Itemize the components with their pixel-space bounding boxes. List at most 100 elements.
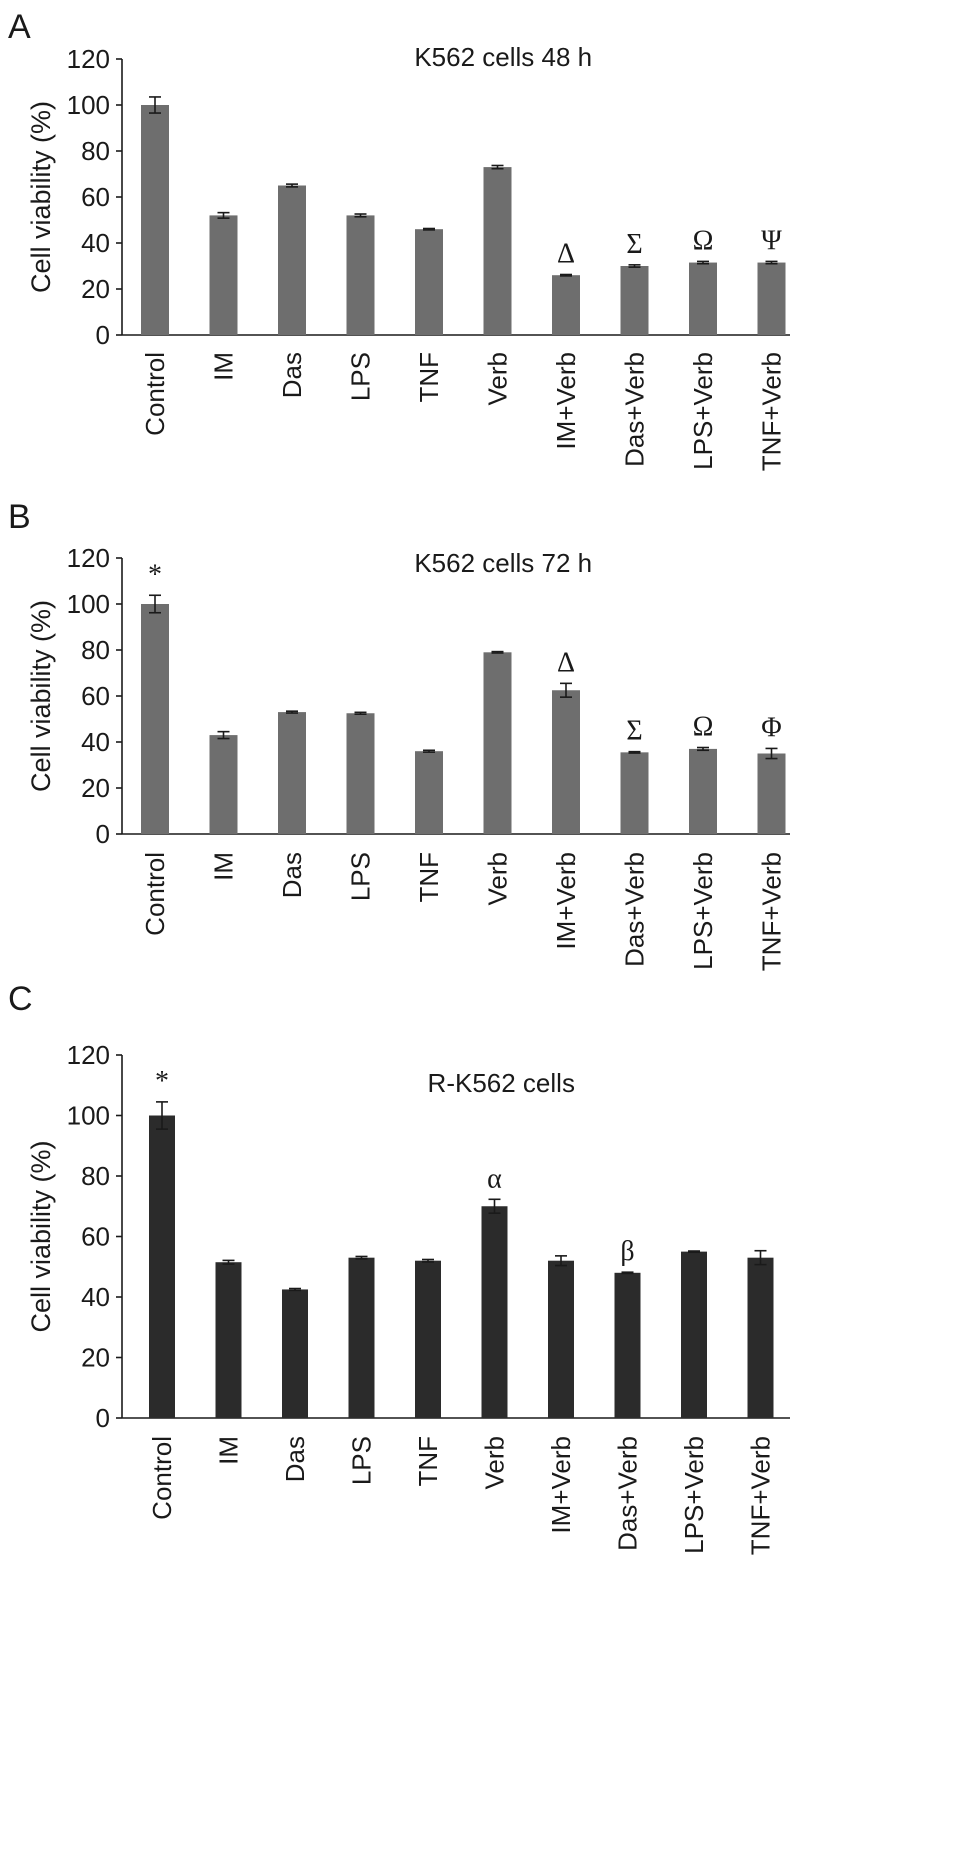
- panel-c: C R-K562 cells 0 20 40 60 80 100 120 Cell viabili…: [8, 980, 790, 1555]
- x-tick-label: Das: [277, 352, 307, 398]
- significance-marker: Δ: [557, 239, 575, 270]
- panel-letter: A: [8, 8, 31, 46]
- x-tick-label: TNF+Verb: [746, 1436, 776, 1555]
- y-tick-label: 100: [67, 90, 110, 120]
- bar: [415, 751, 443, 834]
- x-tick-label: Verb: [480, 1436, 510, 1490]
- x-tick-label: LPS: [347, 1436, 377, 1485]
- x-tick-label: LPS+Verb: [679, 1436, 709, 1554]
- y-tick-label: 0: [96, 1403, 110, 1433]
- bar: [620, 752, 649, 834]
- bar: [681, 1251, 707, 1418]
- x-tick-label: Control: [140, 852, 170, 936]
- panel-letter: C: [8, 980, 33, 1018]
- bar: [689, 262, 717, 335]
- y-tick-label: 80: [81, 635, 110, 665]
- y-tick-label: 60: [81, 182, 110, 212]
- y-tick-label: 100: [67, 589, 110, 619]
- x-tick-label: IM: [214, 1436, 244, 1465]
- y-tick-label: 120: [67, 1040, 110, 1070]
- bar: [282, 1289, 308, 1418]
- bar: [689, 748, 717, 834]
- significance-marker: Ψ: [761, 225, 782, 256]
- significance-marker: Δ: [557, 647, 575, 678]
- significance-marker: Σ: [626, 716, 642, 747]
- y-tick-label: 20: [81, 274, 110, 304]
- significance-marker: β: [620, 1236, 634, 1267]
- chart-title: K562 cells 48 h: [414, 42, 592, 72]
- bar: [614, 1272, 641, 1418]
- y-tick-label: 20: [81, 773, 110, 803]
- y-tick-label: 40: [81, 228, 110, 258]
- significance-marker: Ω: [693, 225, 714, 256]
- bar: [348, 1257, 375, 1418]
- bar: [209, 215, 238, 335]
- y-tick-label: 80: [81, 136, 110, 166]
- y-tick-label: 40: [81, 727, 110, 757]
- bar: [209, 735, 238, 834]
- bar: [747, 1257, 774, 1418]
- x-tick-label: TNF+Verb: [757, 352, 787, 471]
- bar: [141, 105, 169, 335]
- chart-title: R-K562 cells: [428, 1068, 575, 1098]
- y-axis-label: Cell viability (%): [26, 101, 56, 293]
- bar: [757, 262, 786, 335]
- y-tick-label: 60: [81, 681, 110, 711]
- x-tick-label: IM+Verb: [551, 352, 581, 450]
- y-tick-label: 60: [81, 1222, 110, 1252]
- bar: [149, 1115, 175, 1418]
- x-tick-label: Control: [147, 1436, 177, 1520]
- x-tick-label: TNF+Verb: [757, 852, 787, 971]
- y-tick-label: 120: [67, 543, 110, 573]
- x-tick-label: Das+Verb: [620, 852, 650, 967]
- x-tick-label: Control: [140, 352, 170, 436]
- x-tick-label: Verb: [483, 852, 513, 906]
- bar: [552, 275, 580, 335]
- panel-letter: B: [8, 498, 31, 536]
- significance-marker: α: [487, 1163, 502, 1194]
- y-tick-label: 0: [96, 320, 110, 350]
- x-tick-label: LPS+Verb: [688, 352, 718, 470]
- bar: [481, 1206, 508, 1418]
- x-tick-label: LPS: [346, 852, 376, 901]
- bar: [548, 1260, 574, 1418]
- bar: [278, 712, 306, 834]
- x-tick-label: Das: [280, 1436, 310, 1482]
- x-tick-label: Das+Verb: [620, 352, 650, 467]
- bar: [141, 604, 169, 834]
- x-tick-label: LPS: [346, 352, 376, 401]
- x-tick-label: IM: [209, 852, 239, 881]
- chart-title: K562 cells 72 h: [414, 548, 592, 578]
- significance-marker: *: [148, 559, 162, 590]
- y-tick-label: 80: [81, 1161, 110, 1191]
- bar: [415, 1260, 441, 1418]
- x-tick-label: TNF: [414, 352, 444, 403]
- x-tick-label: IM: [209, 352, 239, 381]
- y-axis-label: Cell viability (%): [26, 1140, 56, 1332]
- bar: [346, 215, 375, 335]
- y-tick-label: 120: [67, 44, 110, 74]
- y-tick-label: 0: [96, 819, 110, 849]
- y-tick-label: 100: [67, 1101, 110, 1131]
- y-tick-label: 40: [81, 1282, 110, 1312]
- x-tick-label: TNF: [414, 852, 444, 903]
- y-tick-label: 20: [81, 1343, 110, 1373]
- bar: [483, 652, 512, 834]
- x-tick-label: Das+Verb: [613, 1436, 643, 1551]
- x-tick-label: LPS+Verb: [688, 852, 718, 970]
- panel-a: A K562 cells 48 h 0 20 40 60 80 100 120 Cell viab…: [8, 8, 790, 471]
- bar: [346, 713, 375, 834]
- x-tick-label: Verb: [483, 352, 513, 406]
- bar: [215, 1262, 242, 1418]
- bar: [757, 753, 786, 834]
- bar: [620, 266, 649, 335]
- significance-marker: Σ: [626, 229, 642, 260]
- significance-marker: *: [155, 1066, 169, 1097]
- panel-b: B K562 cells 72 h 0 20 40 60 80 100 120 Cell viab…: [8, 498, 790, 971]
- bar: [278, 185, 306, 335]
- significance-marker: Φ: [761, 712, 781, 743]
- x-tick-label: TNF: [413, 1436, 443, 1487]
- y-axis-label: Cell viability (%): [26, 600, 56, 792]
- bar: [483, 167, 512, 335]
